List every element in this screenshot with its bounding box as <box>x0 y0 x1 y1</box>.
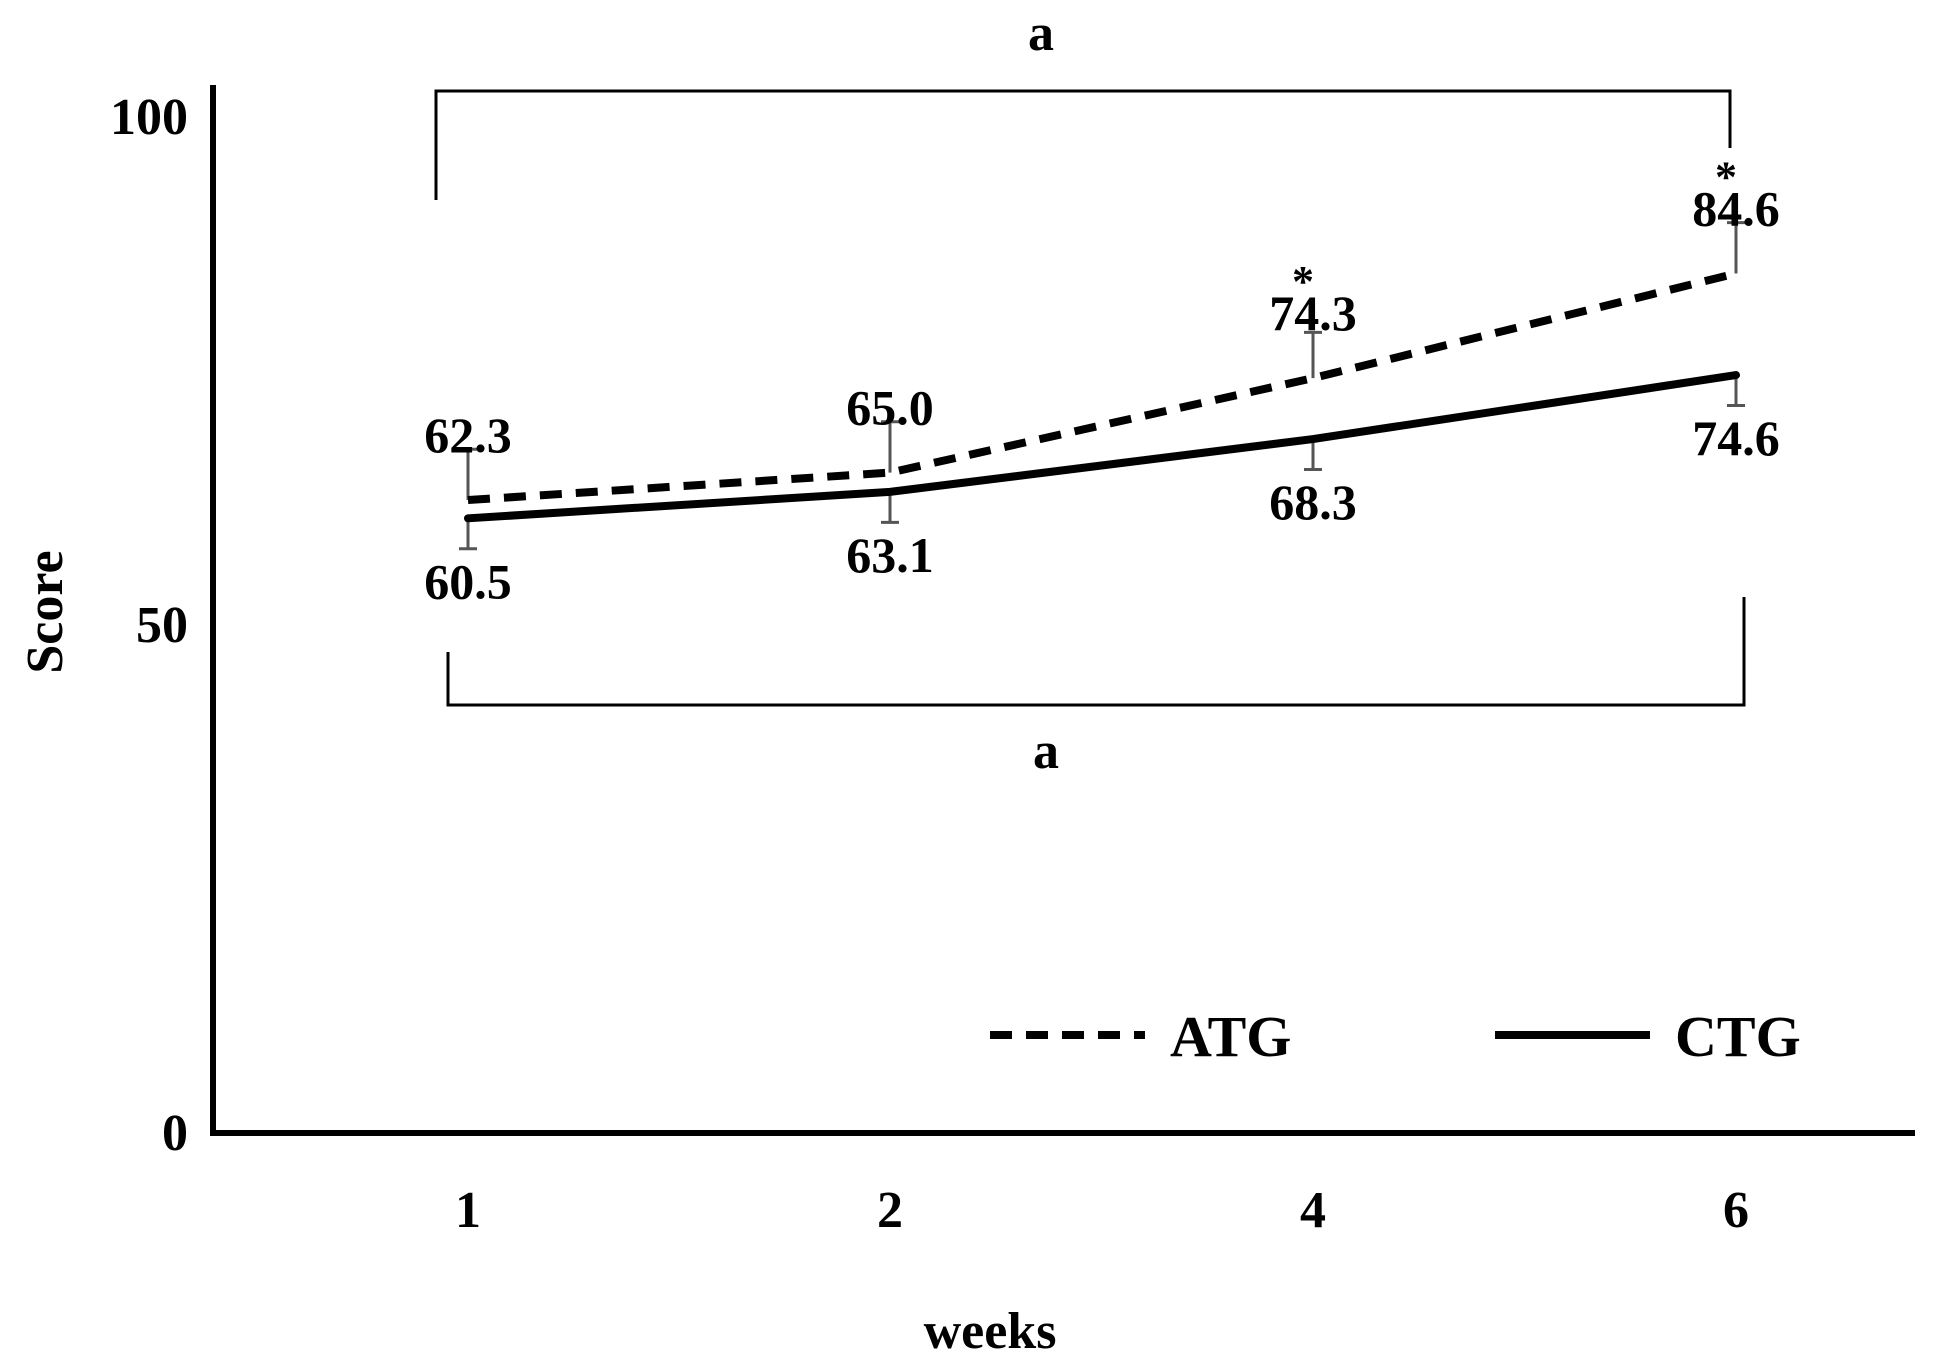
y-axis-title: Score <box>17 550 74 673</box>
x-tick-label: 2 <box>877 1182 903 1239</box>
data-label: 74.6 <box>1692 410 1780 466</box>
bracket-label: a <box>1033 723 1059 780</box>
bracket-top <box>434 89 1732 200</box>
significance-star: * <box>1715 152 1737 201</box>
series-layer <box>459 221 1745 551</box>
value-labels: 62.3 65.074.3*84.6*60.5 63.168.374.6 <box>424 152 1780 609</box>
data-label: 68.3 <box>1269 474 1357 530</box>
data-label: 84.6 <box>1692 180 1780 236</box>
x-tick-label: 6 <box>1723 1182 1749 1239</box>
bracket-label: a <box>1028 5 1054 62</box>
x-axis-title: weeks <box>924 1303 1057 1360</box>
data-label: 62.3 <box>424 407 512 463</box>
bracket-bottom <box>446 597 1746 707</box>
y-tick-label: 100 <box>110 89 188 146</box>
legend-label-ctg: CTG <box>1675 1004 1801 1069</box>
data-label: 60.5 <box>424 553 512 609</box>
y-tick-label: 0 <box>162 1105 188 1162</box>
legend-label-atg: ATG <box>1170 1004 1291 1069</box>
x-tick-label: 1 <box>455 1182 481 1239</box>
data-label: 63.1 <box>846 527 934 583</box>
y-tick-label: 50 <box>136 597 188 654</box>
significance-brackets: aa <box>434 5 1746 780</box>
data-label: 74.3 <box>1269 285 1357 341</box>
series-line-ctg <box>464 371 1740 523</box>
data-label: 65.0 <box>846 380 934 436</box>
legend: ATG CTG <box>990 1004 1801 1069</box>
axes: 0 50 100 1 2 4 6 weeks Score <box>17 85 1915 1360</box>
x-tick-label: 4 <box>1300 1182 1326 1239</box>
significance-star: * <box>1292 257 1314 306</box>
